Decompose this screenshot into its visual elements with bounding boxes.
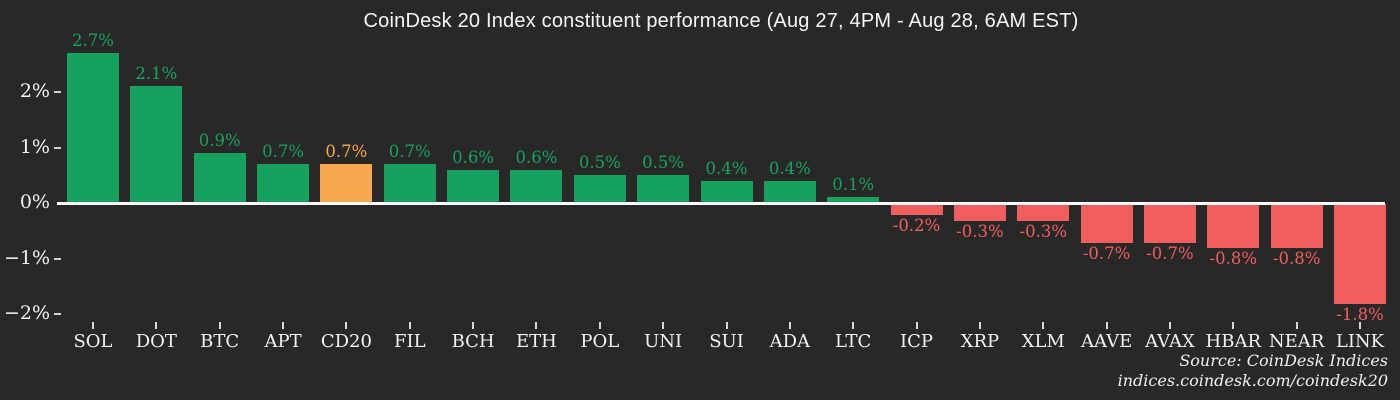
x-axis-tick-mark xyxy=(1168,322,1171,329)
bar-sui xyxy=(700,180,753,203)
bar-value-label: 0.6% xyxy=(515,147,558,167)
x-axis-category-label: XLM xyxy=(1021,331,1065,352)
x-axis-category-label: POL xyxy=(580,331,620,352)
y-axis-tick-mark xyxy=(54,146,61,149)
bar-value-label: 0.7% xyxy=(388,142,431,162)
x-axis-category-label: ICP xyxy=(900,331,934,352)
bar-value-label: 0.5% xyxy=(578,153,621,173)
bar-btc xyxy=(193,153,246,203)
x-axis-category-label: NEAR xyxy=(1268,331,1325,352)
x-axis-category-label: SOL xyxy=(73,331,113,352)
x-axis-tick-mark xyxy=(1232,322,1235,329)
source-text: Source: CoinDesk Indices xyxy=(1179,351,1388,370)
x-axis-category-label: ADA xyxy=(769,331,811,352)
bar-value-label: -0.3% xyxy=(1019,221,1068,241)
chart-title: CoinDesk 20 Index constituent performanc… xyxy=(363,10,1079,32)
x-axis-tick-mark xyxy=(1359,322,1361,329)
source-url: indices.coindesk.com/coindesk20 xyxy=(1117,370,1388,390)
x-axis-tick-mark xyxy=(535,322,538,329)
bar-value-label: -0.3% xyxy=(956,221,1004,241)
bar-near xyxy=(1270,204,1323,249)
bar-hbar xyxy=(1207,204,1260,249)
bar-sol xyxy=(67,53,119,203)
x-axis-category-label: XRP xyxy=(960,331,1000,352)
bar-value-label: -0.8% xyxy=(1209,249,1258,269)
x-axis-category-label: BTC xyxy=(200,331,240,352)
x-axis-tick-mark xyxy=(598,322,601,329)
x-axis-category-label: LINK xyxy=(1335,331,1385,352)
x-axis-tick-mark xyxy=(1042,322,1045,329)
y-axis-tick-label: 2% xyxy=(19,80,50,102)
y-axis-tick-label: −2% xyxy=(3,302,50,324)
x-axis-tick-mark xyxy=(472,322,475,329)
x-axis-tick-mark xyxy=(408,322,411,329)
x-axis-tick-mark xyxy=(1295,322,1298,329)
x-axis-category-label: AVAX xyxy=(1145,331,1195,352)
source-attribution: Source: CoinDesk Indices indices.coindes… xyxy=(1118,351,1388,390)
bar-value-label: 2.1% xyxy=(135,64,178,84)
bar-cd20 xyxy=(320,164,373,203)
zero-line xyxy=(57,202,1385,205)
x-axis-category-label: LTC xyxy=(835,331,872,352)
bar-apt xyxy=(257,164,310,203)
x-axis-tick-mark xyxy=(662,322,665,329)
bar-value-label: 0.1% xyxy=(832,175,875,195)
bar-value-label: 2.7% xyxy=(72,31,114,51)
bar-value-label: -0.7% xyxy=(1146,243,1194,263)
x-axis-tick-mark xyxy=(282,322,285,329)
bar-xlm xyxy=(1017,204,1070,221)
bar-ada xyxy=(763,180,816,203)
y-axis-tick-label: −1% xyxy=(3,246,50,269)
bar-dot xyxy=(130,86,183,203)
y-axis-tick-mark xyxy=(54,257,61,260)
x-axis-tick-mark xyxy=(92,322,94,329)
bar-value-label: -0.2% xyxy=(892,216,941,236)
x-axis-tick-mark xyxy=(345,322,348,329)
x-axis-tick-mark xyxy=(725,322,728,329)
x-axis-category-label: BCH xyxy=(451,331,495,352)
x-axis-category-label: ETH xyxy=(516,331,557,352)
y-axis-tick-mark xyxy=(54,91,61,93)
x-axis-category-label: CD20 xyxy=(320,331,372,352)
x-axis-tick-mark xyxy=(1105,322,1108,329)
x-axis-tick-mark xyxy=(978,322,981,329)
bar-pol xyxy=(573,175,626,203)
bar-eth xyxy=(510,169,563,203)
x-axis-category-label: DOT xyxy=(135,331,177,352)
bar-value-label: -0.8% xyxy=(1272,249,1321,269)
bar-value-label: -0.7% xyxy=(1082,243,1131,263)
x-axis-category-label: APT xyxy=(264,331,302,352)
y-axis-tick-mark xyxy=(54,313,61,315)
bar-aave xyxy=(1080,204,1133,243)
x-axis-category-label: SUI xyxy=(709,331,744,352)
bar-value-label: 0.5% xyxy=(642,153,685,173)
x-axis-tick-mark xyxy=(852,322,855,329)
bar-xrp xyxy=(953,204,1006,221)
bar-uni xyxy=(637,175,690,203)
x-axis-tick-mark xyxy=(155,322,158,329)
x-axis-category-label: AAVE xyxy=(1080,331,1133,352)
x-axis-tick-mark xyxy=(788,322,791,329)
x-axis-category-label: FIL xyxy=(393,331,426,352)
y-axis-tick-label: 0% xyxy=(19,191,50,213)
bar-value-label: -1.8% xyxy=(1336,304,1384,324)
bar-value-label: 0.4% xyxy=(705,158,748,178)
bar-ltc xyxy=(827,197,880,203)
y-axis-tick-label: 1% xyxy=(19,135,50,158)
bar-avax xyxy=(1143,204,1196,243)
bar-value-label: 0.7% xyxy=(262,142,304,162)
bar-bch xyxy=(447,169,500,203)
x-axis-tick-mark xyxy=(915,322,918,329)
x-axis-category-label: UNI xyxy=(644,331,683,352)
bar-value-label: 0.4% xyxy=(768,158,811,178)
x-axis-category-label: HBAR xyxy=(1205,331,1262,352)
bar-value-label: 0.6% xyxy=(452,147,495,167)
bar-value-label: 0.9% xyxy=(198,131,241,151)
x-axis-tick-mark xyxy=(218,322,221,329)
bar-link xyxy=(1334,204,1386,304)
bar-value-label: 0.7% xyxy=(325,142,368,162)
bar-fil xyxy=(383,164,436,203)
bar-icp xyxy=(890,204,943,216)
